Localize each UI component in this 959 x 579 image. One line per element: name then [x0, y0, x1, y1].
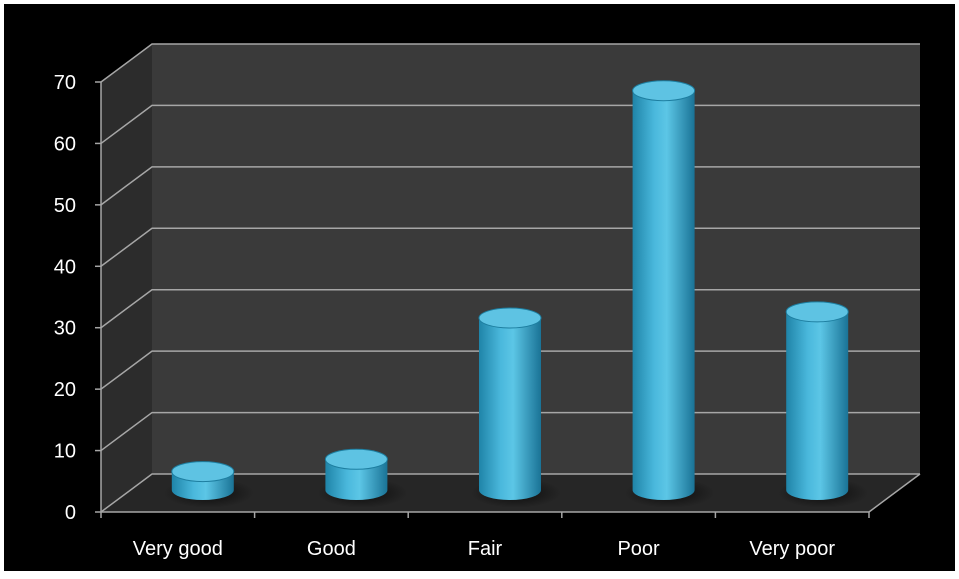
- x-axis-tick-labels: Very good Good Fair Poor Very poor: [133, 538, 836, 560]
- bar: [471, 307, 561, 508]
- bars: [163, 80, 869, 508]
- x-tick-label: Very good: [133, 538, 223, 560]
- bar: [624, 80, 715, 508]
- y-tick-label: 40: [54, 256, 76, 278]
- y-tick-label: 0: [65, 502, 76, 524]
- bar-top: [632, 80, 696, 102]
- bar-top: [785, 301, 849, 323]
- axes: [95, 81, 921, 518]
- bar: [163, 461, 254, 508]
- x-tick-label: Poor: [617, 538, 660, 560]
- y-tick-label: 50: [54, 195, 76, 217]
- x-tick-label: Good: [307, 538, 356, 560]
- y-tick-label: 60: [54, 133, 76, 155]
- bar-body: [479, 318, 541, 500]
- floor-edge: [868, 473, 921, 513]
- side-wall: [101, 44, 152, 512]
- y-axis-tick-labels: 0 10 20 30 40 50 60 70: [54, 72, 76, 524]
- bar: [317, 448, 408, 508]
- bar-body: [632, 90, 695, 501]
- y-tick-label: 20: [54, 379, 76, 401]
- bar-top: [324, 448, 388, 470]
- x-tick-label: Very poor: [749, 538, 835, 560]
- y-tick-label: 10: [54, 441, 76, 463]
- x-tick-label: Fair: [468, 538, 503, 560]
- bar-top: [478, 307, 542, 329]
- gridline: [100, 43, 920, 83]
- y-tick-label: 70: [54, 72, 76, 94]
- bar-body: [786, 311, 849, 501]
- bar-top: [171, 461, 235, 483]
- chart-walls: [101, 44, 920, 512]
- bar-body: [325, 459, 388, 501]
- back-wall: [152, 44, 920, 474]
- bar: [778, 301, 869, 508]
- y-tick-label: 30: [54, 318, 76, 340]
